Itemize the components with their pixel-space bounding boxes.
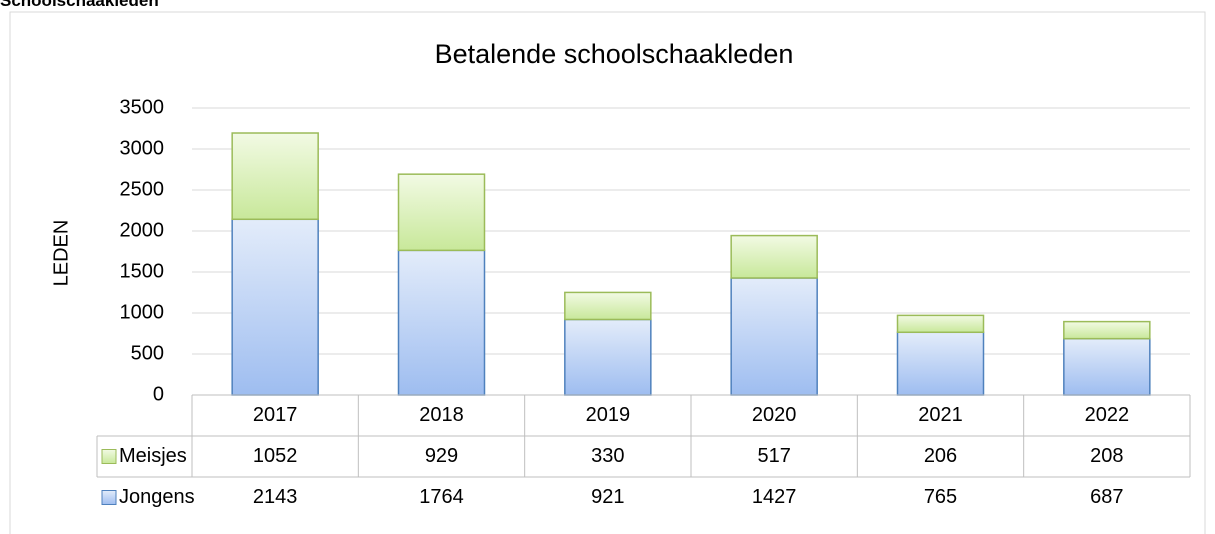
bar-segment — [896, 314, 985, 334]
bar-segment — [730, 277, 818, 396]
table-value: 929 — [425, 445, 458, 467]
x-tick-label: 2022 — [1085, 404, 1130, 426]
y-tick-label: 500 — [131, 342, 164, 364]
chart-frame — [9, 11, 1206, 534]
bar-segment — [1063, 320, 1151, 340]
legend-label: Jongens — [119, 486, 195, 508]
y-axis-label: LEDEN — [50, 220, 72, 287]
table-value: 1764 — [419, 486, 464, 508]
bar-segment — [564, 291, 652, 321]
bar-segment — [896, 331, 985, 396]
bar-segment — [564, 318, 652, 396]
y-tick-label: 1000 — [120, 301, 165, 323]
table-value: 330 — [591, 445, 624, 467]
table-value: 921 — [591, 486, 624, 508]
bar-segment — [231, 218, 319, 396]
table-value: 687 — [1090, 486, 1123, 508]
legend-swatch — [101, 449, 117, 464]
y-tick-label: 3000 — [120, 137, 165, 159]
bar-segment — [397, 249, 486, 396]
x-tick-label: 2020 — [752, 404, 797, 426]
x-tick-label: 2017 — [253, 404, 298, 426]
chart-title: Betalende schoolschaakleden — [435, 39, 794, 69]
table-value: 2143 — [253, 486, 298, 508]
y-tick-label: 2500 — [120, 178, 165, 200]
bar-segment — [730, 234, 818, 279]
y-tick-label: 3500 — [120, 96, 165, 118]
table-value: 517 — [757, 445, 790, 467]
page-heading: Schoolschaakleden — [0, 0, 159, 10]
legend-label: Meisjes — [119, 445, 187, 467]
x-tick-label: 2019 — [586, 404, 631, 426]
table-value: 765 — [924, 486, 957, 508]
x-tick-label: 2021 — [918, 404, 963, 426]
y-tick-label: 2000 — [120, 219, 165, 241]
table-value: 1427 — [752, 486, 797, 508]
legend-swatch — [101, 490, 117, 505]
bar-segment — [1063, 337, 1151, 396]
table-value: 208 — [1090, 445, 1123, 467]
table-value: 1052 — [253, 445, 298, 467]
y-tick-label: 0 — [153, 383, 164, 405]
bar-segment — [397, 173, 486, 252]
table-value: 206 — [924, 445, 957, 467]
bar-segment — [231, 132, 319, 221]
y-tick-label: 1500 — [120, 260, 165, 282]
x-tick-label: 2018 — [419, 404, 464, 426]
